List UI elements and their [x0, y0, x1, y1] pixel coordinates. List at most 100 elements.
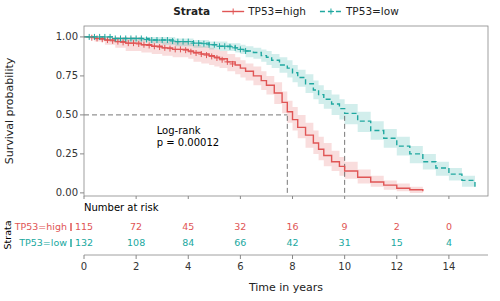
x-tick — [396, 196, 397, 199]
censor-mark — [94, 35, 100, 41]
risk-count: 72 — [130, 221, 142, 232]
risk-table-title: Number at risk — [84, 202, 159, 213]
risk-row-label: TP53=high — [14, 221, 67, 232]
y-tick-label: 0.75 — [56, 70, 78, 81]
x-tick — [188, 255, 189, 259]
censor-mark — [128, 35, 134, 41]
censor-mark — [201, 41, 207, 47]
x-tick — [448, 196, 449, 199]
censor-mark — [107, 34, 113, 40]
censor-mark — [193, 50, 199, 56]
y-tick — [80, 75, 84, 76]
x-tick — [240, 196, 241, 199]
x-tick — [396, 255, 397, 259]
censor-mark — [188, 49, 194, 55]
x-tick-label: 6 — [237, 261, 243, 272]
censor-mark — [170, 38, 176, 44]
confidence-band — [84, 37, 475, 191]
censor-mark — [232, 45, 238, 51]
risk-count: 32 — [234, 221, 246, 232]
y-tick — [80, 153, 84, 154]
censor-mark — [117, 35, 123, 41]
censor-mark — [146, 42, 152, 48]
censor-mark — [115, 39, 121, 45]
censor-mark — [167, 46, 173, 52]
risk-count: 66 — [234, 237, 246, 248]
censor-mark — [230, 61, 236, 67]
median-line — [84, 114, 287, 115]
x-tick-label: 4 — [185, 261, 191, 272]
censor-mark — [198, 51, 204, 57]
x-tick — [84, 255, 85, 259]
censor-mark — [131, 40, 137, 46]
censor-mark — [183, 47, 189, 53]
censor-mark — [104, 37, 110, 43]
censor-mark — [123, 35, 129, 41]
y-tick — [80, 114, 84, 115]
legend-title: Strata — [173, 5, 210, 17]
chart: 0.00 0.25 0.50 0.75 1.00 Survival probability… — [0, 0, 500, 301]
censor-mark — [185, 39, 191, 45]
risk-count: 132 — [75, 237, 93, 248]
censor-mark — [190, 40, 196, 46]
censor-mark — [180, 39, 186, 45]
plot-frame — [84, 26, 488, 196]
risk-table-label: Strata — [2, 220, 13, 249]
y-axis-label: Survival probability — [3, 57, 16, 164]
censor-mark — [136, 41, 142, 47]
legend-marker — [328, 9, 334, 15]
annotation-line: p = 0.00012 — [157, 137, 219, 148]
risk-row-marker — [70, 239, 72, 247]
x-tick — [136, 255, 137, 259]
censor-mark — [86, 34, 92, 40]
censor-mark — [157, 44, 163, 50]
x-axis-label: Time in years — [248, 281, 323, 294]
x-tick — [448, 255, 449, 259]
censor-mark — [196, 40, 202, 46]
y-tick-label: 1.00 — [56, 31, 78, 42]
risk-row-label: TP53=low — [18, 237, 67, 248]
y-tick-label: 0.25 — [56, 148, 78, 159]
legend-entry: TP53=low — [345, 5, 399, 17]
censor-mark — [224, 59, 230, 65]
x-tick-label: 14 — [443, 261, 456, 272]
censor-mark — [102, 34, 108, 40]
y-tick-label: 0.00 — [56, 187, 78, 198]
risk-count: 42 — [286, 237, 298, 248]
survival-curve — [84, 37, 423, 191]
x-tick — [188, 196, 189, 199]
risk-count: 2 — [394, 221, 400, 232]
legend-marker — [230, 9, 236, 15]
censor-mark — [237, 46, 243, 52]
censor-mark — [159, 37, 165, 43]
x-tick-label: 8 — [289, 261, 295, 272]
median-line — [344, 115, 345, 193]
censor-mark — [138, 35, 144, 41]
y-tick — [80, 36, 84, 37]
median-line — [287, 115, 288, 193]
x-tick-label: 10 — [338, 261, 351, 272]
censor-mark — [209, 53, 215, 59]
censor-mark — [214, 55, 220, 61]
x-tick — [344, 255, 345, 259]
survival-curve — [84, 37, 475, 187]
x-tick-label: 0 — [81, 261, 87, 272]
censor-mark — [162, 45, 168, 51]
x-tick — [292, 196, 293, 199]
risk-row-marker — [70, 223, 72, 231]
censor-mark — [211, 42, 217, 48]
plot-area — [84, 34, 475, 193]
censor-mark — [91, 34, 97, 40]
legend: StrataTP53=highTP53=low — [173, 5, 399, 17]
x-tick — [84, 196, 85, 199]
risk-count: 9 — [342, 221, 348, 232]
x-tick — [240, 255, 241, 259]
x-tick — [292, 255, 293, 259]
y-tick-label: 0.50 — [56, 109, 78, 120]
censor-mark — [141, 42, 147, 48]
censor-mark — [97, 34, 103, 40]
censor-mark — [164, 37, 170, 43]
risk-count: 84 — [182, 237, 194, 248]
y-tick — [80, 192, 84, 193]
censor-mark — [151, 43, 157, 49]
